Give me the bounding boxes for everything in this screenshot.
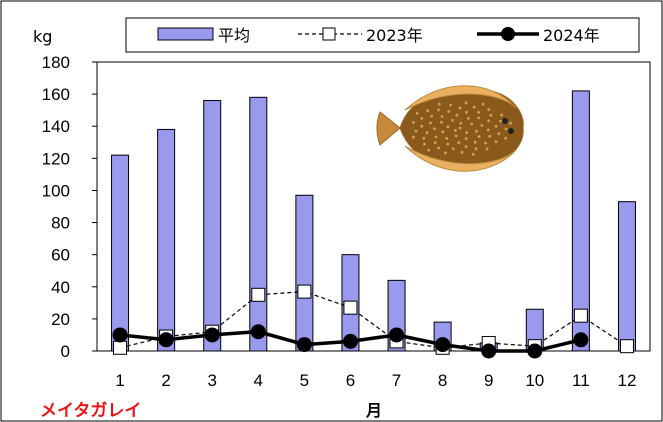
bar-avg-month-3 [203,100,222,352]
y-tick-label: 120 [42,149,70,168]
marker-2023-month-6 [343,300,358,315]
x-tick-label: 10 [525,371,544,390]
bar-avg-month-5 [295,194,314,352]
y-tick-label: 40 [51,278,70,297]
bar-avg-month-1 [111,154,130,352]
marker-2024-month-3 [204,327,220,343]
bar-avg-month-4 [249,96,268,352]
marker-2024-month-9 [481,343,497,359]
x-tick-label: 9 [484,371,493,390]
x-tick-label: 3 [207,371,216,390]
x-axis: 1 2 3 4 5 6 7 8 9 10 11 12 [115,371,636,390]
line-2023 [119,290,628,349]
marker-2023-month-5 [297,284,312,299]
y-axis: 0 20 40 60 80 100 120 140 160 180 [42,53,97,361]
marker-2023-month-11 [573,308,588,323]
y-tick-label: 20 [51,310,70,329]
y-tick-label: 60 [51,246,70,265]
marker-2024-month-11 [573,332,589,348]
legend: 平均 2023年 2024年 [125,17,640,53]
legend-marker-2023 [322,27,336,41]
marker-2024-month-7 [389,327,405,343]
x-tick-label: 4 [254,371,263,390]
marker-2024-month-5 [296,337,312,353]
x-tick-label: 6 [346,371,355,390]
marker-2024-month-1 [112,327,128,343]
y-tick-label: 140 [42,117,70,136]
y-tick-label: 160 [42,85,70,104]
y-tick-label: 80 [51,214,70,233]
marker-2023-month-12 [619,339,634,354]
marker-2024-month-2 [158,332,174,348]
x-tick-label: 2 [161,371,170,390]
plot-area [96,61,651,352]
marker-2023-month-1 [113,340,128,355]
bar-avg-month-11 [571,90,590,352]
y-tick-label: 180 [42,53,70,72]
x-tick-label: 5 [300,371,309,390]
species-name: メイタガレイ [40,401,141,421]
bar-avg-month-2 [157,128,176,352]
x-tick-label: 7 [392,371,401,390]
legend-swatch-avg [157,27,214,41]
x-tick-label: 1 [115,371,124,390]
x-tick-label: 8 [438,371,447,390]
legend-label-2023: 2023年 [366,26,423,45]
line-series [112,284,634,359]
marker-2024-month-8 [435,337,451,353]
legend-label-avg: 平均 [218,26,250,45]
bar-series [111,90,636,352]
marker-2024-month-4 [250,324,266,340]
x-tick-label: 12 [617,371,636,390]
x-axis-title: 月 [365,401,382,420]
legend-marker-2024 [501,27,515,41]
marker-2024-month-6 [342,333,358,349]
marker-2023-month-4 [251,287,266,302]
x-tick-label: 11 [572,371,590,390]
legend-label-2024: 2024年 [543,26,600,45]
bar-avg-month-12 [617,201,636,352]
y-axis-unit: kg [33,27,52,46]
flatfish-icon [376,85,524,172]
marker-2024-month-10 [527,343,543,359]
y-tick-label: 0 [61,342,70,361]
y-tick-label: 100 [42,181,70,200]
